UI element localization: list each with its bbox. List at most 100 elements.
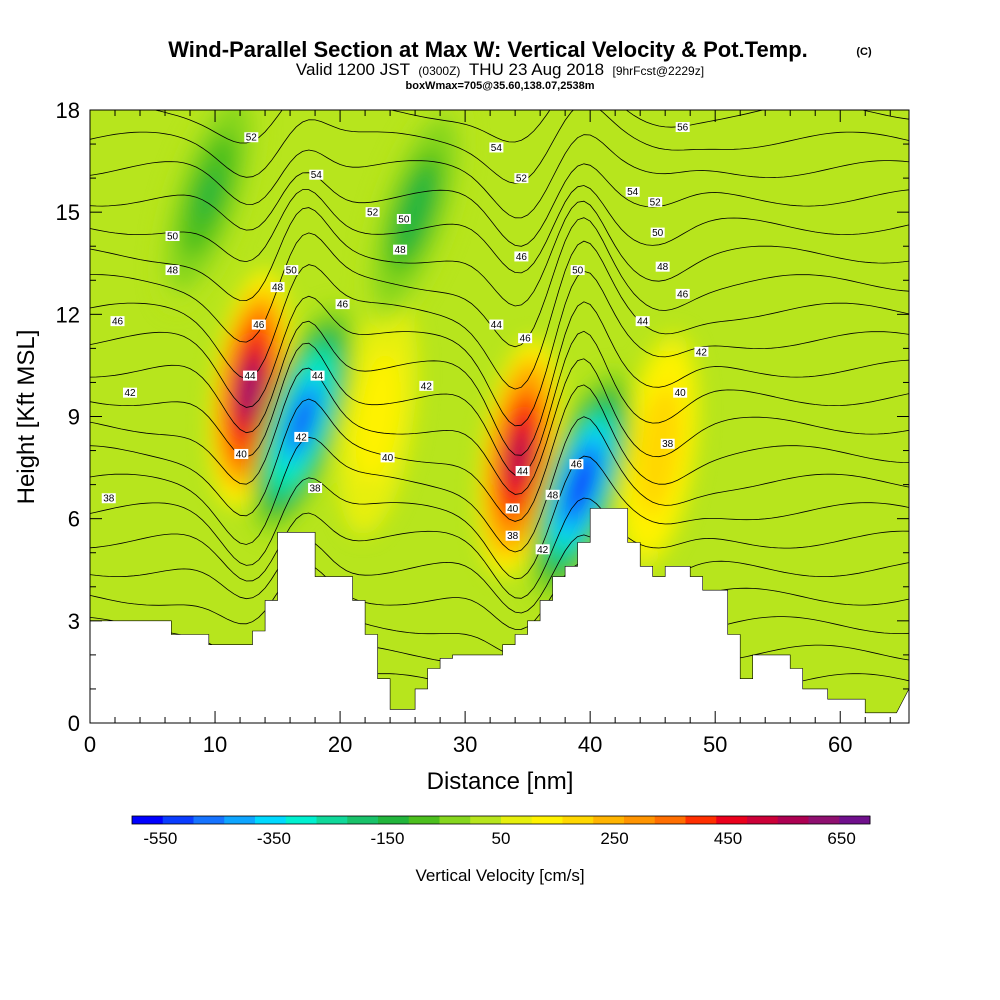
contour-label-bg [648,196,663,207]
contour-label-text: 40 [382,453,394,464]
contour-label-bg [514,173,529,184]
contour-label-bg [535,544,550,555]
colorbar-swatch [285,816,317,824]
contour-label-text: 50 [572,266,584,277]
contour-label: 48 [270,282,285,294]
contour-label-text: 38 [507,531,519,542]
contour-label-text: 46 [571,460,583,471]
theta-contour-line [90,185,909,274]
contour-label: 46 [569,459,584,471]
theta-contour-line [90,358,909,495]
colorbar-swatch [255,816,287,824]
contour-label-bg [244,132,259,143]
box-wmax-info: boxWmax=705@35.60,138.07,2538m [406,80,595,92]
contour-label-text: 52 [650,197,662,208]
contour-label: 52 [365,207,380,219]
terrain-outline [90,508,909,723]
contour-label-bg [570,265,585,276]
contour-label: 50 [165,231,180,243]
contour-label-bg [660,438,675,449]
colorbar-swatch [224,816,256,824]
contour-label-bg [694,346,709,357]
colorbar-swatch [716,816,748,824]
contour-label: 48 [393,244,408,256]
contour-label-text: 44 [491,320,503,331]
contour-label: 38 [660,438,675,450]
contour-label-bg [650,227,665,238]
colorbar: -550 -350 -150 50 250 450 650 [131,815,871,848]
theta-contour-line [90,330,909,476]
contour-label-bg [545,489,560,500]
contour-label-bg [308,483,323,494]
contour-label-bg [110,316,125,327]
theta-contour-line [90,110,909,184]
contour-label-text: 42 [537,545,549,556]
contour-label-bg [489,319,504,330]
theta-contour-line [90,217,909,348]
contour-label-text: 50 [286,266,298,277]
x-tick-label: 40 [578,732,602,757]
contour-label-text: 54 [627,187,639,198]
contour-label: 42 [294,431,309,443]
colorbar-tick-label: -350 [257,829,291,848]
contour-label-text: 48 [547,490,559,501]
y-tick-label: 0 [68,711,80,736]
terrain-mask [90,508,909,723]
contour-label: 42 [694,346,709,358]
colorbar-swatch [593,816,625,824]
contour-label: 46 [251,319,266,331]
contour-label-text: 50 [167,232,179,243]
colorbar-swatch [839,816,871,824]
contour-label-text: 50 [652,228,664,239]
contour-label-bg [393,244,408,255]
contour-label-text: 44 [637,317,649,328]
colorbar-swatch [316,816,348,824]
contour-label-bg [270,282,285,293]
contour-label-text: 46 [677,289,689,300]
contour-label: 46 [518,333,533,345]
contour-label-text: 46 [520,334,532,345]
contour-label: 52 [244,132,259,144]
x-tick-label: 10 [203,732,227,757]
contour-label-text: 50 [398,214,410,225]
theta-contour-line [90,270,909,427]
contour-label-text: 48 [167,266,179,277]
contour-label-text: 42 [421,381,433,392]
contour-label: 52 [514,173,529,185]
contour-label-text: 48 [395,245,407,256]
contour-label: 56 [675,122,690,134]
y-axis-label: Height [Kft MSL] [13,330,40,505]
contour-label-text: 46 [253,320,265,331]
contour-label: 54 [625,186,640,198]
theta-contour-line [153,110,909,144]
contour-label: 44 [635,316,650,328]
contour-label: 44 [310,370,325,382]
contour-label: 50 [284,265,299,277]
colorbar-label: Vertical Velocity [cm/s] [415,866,584,885]
valid-time: Valid 1200 JST [296,60,410,79]
copyright-mark: (C) [856,46,872,58]
contour-label-bg [673,387,688,398]
colorbar-swatch [562,816,594,824]
contour-label-bg [294,431,309,442]
contour-label-text: 48 [272,283,284,294]
contour-label-text: 42 [124,388,136,399]
contour-label-bg [165,265,180,276]
colorbar-swatch [347,816,379,824]
contour-label-bg [335,299,350,310]
colorbar-swatch [193,816,225,824]
contour-label-text: 38 [662,439,674,450]
theta-contour-line [90,563,909,630]
contour-label-text: 46 [516,252,528,263]
contour-label: 50 [570,265,585,277]
contour-label: 46 [110,316,125,328]
colorbar-tick-label: 250 [600,829,628,848]
theta-contour-line [90,240,909,390]
contour-label-text: 56 [677,123,689,134]
colorbar-swatch [439,816,471,824]
contour-label: 40 [380,452,395,464]
x-tick-label: 20 [328,732,352,757]
contour-label: 44 [243,370,258,382]
colorbar-tick-label: 650 [827,829,855,848]
contour-label-text: 40 [507,504,519,515]
